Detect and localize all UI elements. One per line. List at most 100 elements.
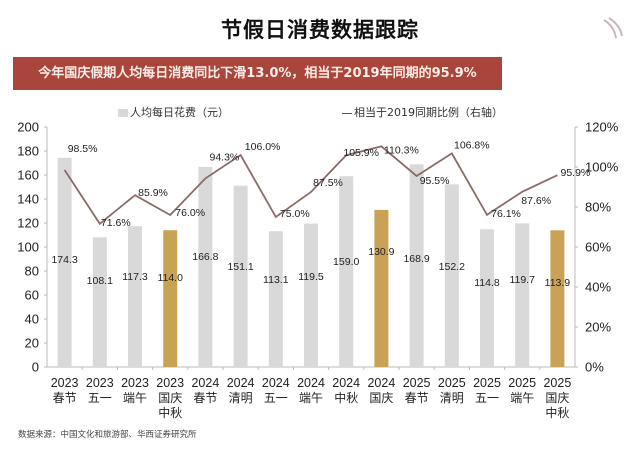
legend-bar-swatch	[118, 109, 128, 117]
bar	[550, 230, 565, 367]
x-category-label: 2023	[51, 376, 79, 390]
bar-value-label: 174.3	[51, 254, 77, 266]
x-category-label: 2025	[403, 376, 431, 390]
line-value-label: 75.0%	[280, 208, 310, 220]
bar	[233, 185, 248, 367]
line-value-label: 87.6%	[521, 195, 551, 207]
x-category-label: 春节	[53, 391, 77, 405]
line-value-label: 85.9%	[138, 187, 168, 199]
chart-title: 节假日消费数据跟踪	[221, 18, 419, 42]
x-category-label: 2024	[191, 376, 219, 390]
bar-value-label: 113.1	[263, 274, 289, 286]
x-category-label: 春节	[193, 391, 217, 405]
line-value-label: 95.9%	[561, 167, 591, 179]
bar	[304, 223, 318, 367]
right-tick-label: 40%	[585, 280, 611, 295]
legend-line-swatch	[342, 112, 352, 114]
line-value-label: 105.9%	[343, 147, 379, 159]
bar-value-label: 168.9	[403, 253, 429, 265]
line-value-label: 87.5%	[313, 177, 343, 189]
ratio-line	[63, 145, 558, 226]
line-value-label: 76.1%	[491, 208, 521, 220]
x-category-label: 2024	[367, 376, 395, 390]
right-tick-label: 60%	[585, 240, 611, 255]
bar-value-label: 117.3	[122, 271, 148, 283]
bar	[163, 230, 178, 367]
left-tick-label: 80	[25, 264, 39, 279]
bar-value-label: 166.8	[192, 251, 218, 263]
x-category-label: 中秋	[158, 405, 182, 420]
left-tick-label: 160	[17, 168, 39, 183]
decorative-arc-icon	[603, 17, 623, 39]
line-value-label: 71.6%	[101, 217, 131, 229]
bar-value-label: 151.1	[227, 261, 253, 273]
right-tick-label: 100%	[585, 160, 619, 175]
x-category-label: 2024	[332, 376, 360, 390]
line-value-label: 110.3%	[384, 144, 419, 156]
bar	[128, 226, 142, 367]
left-tick-label: 40	[25, 312, 39, 327]
line-value-label: 95.5%	[420, 175, 450, 187]
bar-value-label: 114.8	[474, 277, 500, 289]
right-tick-label: 80%	[585, 200, 611, 215]
left-tick-label: 120	[17, 216, 39, 231]
bar-value-label: 119.5	[298, 271, 324, 283]
x-category-label: 国庆	[158, 391, 182, 405]
legend-line-label: 相当于2019同期比例（右轴）	[354, 106, 503, 119]
x-category-label: 中秋	[334, 390, 358, 405]
right-tick-label: 0%	[585, 360, 604, 375]
left-tick-label: 180	[17, 144, 39, 159]
x-category-label: 五一	[475, 391, 499, 405]
bar-value-label: 113.9	[545, 277, 571, 289]
bar	[409, 164, 424, 367]
x-category-label: 端午	[299, 391, 323, 405]
bar-value-label: 130.9	[368, 246, 394, 258]
bar	[198, 166, 213, 367]
chart-subtitle: 今年国庆假期人均每日消费同比下滑13.0%，相当于2019年同期的95.9%	[38, 66, 477, 81]
data-source: 数据来源：中国文化和旅游部、华西证券研究所	[18, 430, 197, 440]
x-category-label: 2024	[297, 376, 325, 390]
x-category-label: 2023	[86, 376, 114, 390]
subtitle-banner	[13, 57, 502, 90]
bar-value-label: 119.7	[509, 274, 535, 286]
left-tick-label: 140	[17, 192, 39, 207]
line-value-label: 106.0%	[245, 141, 281, 153]
bar-value-label: 114.0	[157, 272, 183, 284]
x-category-label: 2024	[262, 376, 290, 390]
legend-bar-label: 人均每日花费（元）	[130, 106, 229, 119]
chart-plot: 0 20 40 60 80 100 120 140 160 180 200 0% 20% 40% 60% 80…	[17, 120, 619, 421]
bar-value-label: 108.1	[87, 275, 113, 287]
bar	[92, 237, 107, 367]
line-value-label: 106.8%	[454, 139, 490, 151]
x-category-label: 中秋	[545, 405, 569, 420]
legend-item-bar: 人均每日花费（元）	[118, 104, 229, 120]
bar	[57, 157, 72, 367]
right-tick-label: 20%	[585, 320, 611, 335]
legend-item-line: 相当于2019同期比例（右轴）	[342, 104, 503, 120]
line-value-label: 76.0%	[175, 207, 205, 219]
left-tick-label: 0	[32, 360, 39, 375]
x-category-label: 清明	[440, 391, 464, 405]
bar-value-label: 152.2	[439, 261, 465, 273]
left-tick-label: 20	[25, 336, 39, 351]
line-value-label: 94.3%	[210, 151, 240, 163]
x-category-label: 2023	[121, 376, 149, 390]
left-tick-label: 100	[17, 240, 39, 255]
x-category-label: 2025	[438, 376, 466, 390]
bar-value-label: 159.0	[333, 256, 359, 268]
x-category-label: 2025	[473, 376, 501, 390]
x-category-label: 端午	[123, 391, 147, 405]
x-category-label: 2023	[156, 376, 184, 390]
x-category-label: 端午	[510, 391, 534, 405]
x-category-label: 2024	[227, 376, 255, 390]
x-category-label: 2025	[508, 376, 536, 390]
x-category-label: 2025	[543, 376, 571, 390]
x-category-label: 清明	[229, 391, 253, 405]
left-tick-label: 200	[17, 120, 39, 135]
bar	[444, 184, 459, 367]
x-category-label: 五一	[88, 391, 112, 405]
bar	[515, 223, 530, 367]
x-category-label: 春节	[405, 391, 429, 405]
bar	[268, 231, 283, 367]
x-category-label: 国庆	[545, 391, 569, 405]
